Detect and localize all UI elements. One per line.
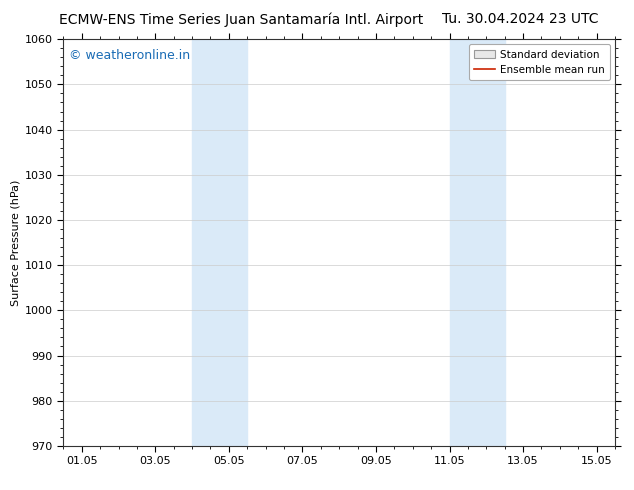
Y-axis label: Surface Pressure (hPa): Surface Pressure (hPa) [11,179,21,306]
Legend: Standard deviation, Ensemble mean run: Standard deviation, Ensemble mean run [469,45,610,80]
Text: © weatheronline.in: © weatheronline.in [69,49,190,62]
Text: ECMW-ENS Time Series Juan Santamaría Intl. Airport: ECMW-ENS Time Series Juan Santamaría Int… [59,12,423,27]
Bar [450,39,505,446]
Text: Tu. 30.04.2024 23 UTC: Tu. 30.04.2024 23 UTC [442,12,598,26]
Bar [192,39,247,446]
